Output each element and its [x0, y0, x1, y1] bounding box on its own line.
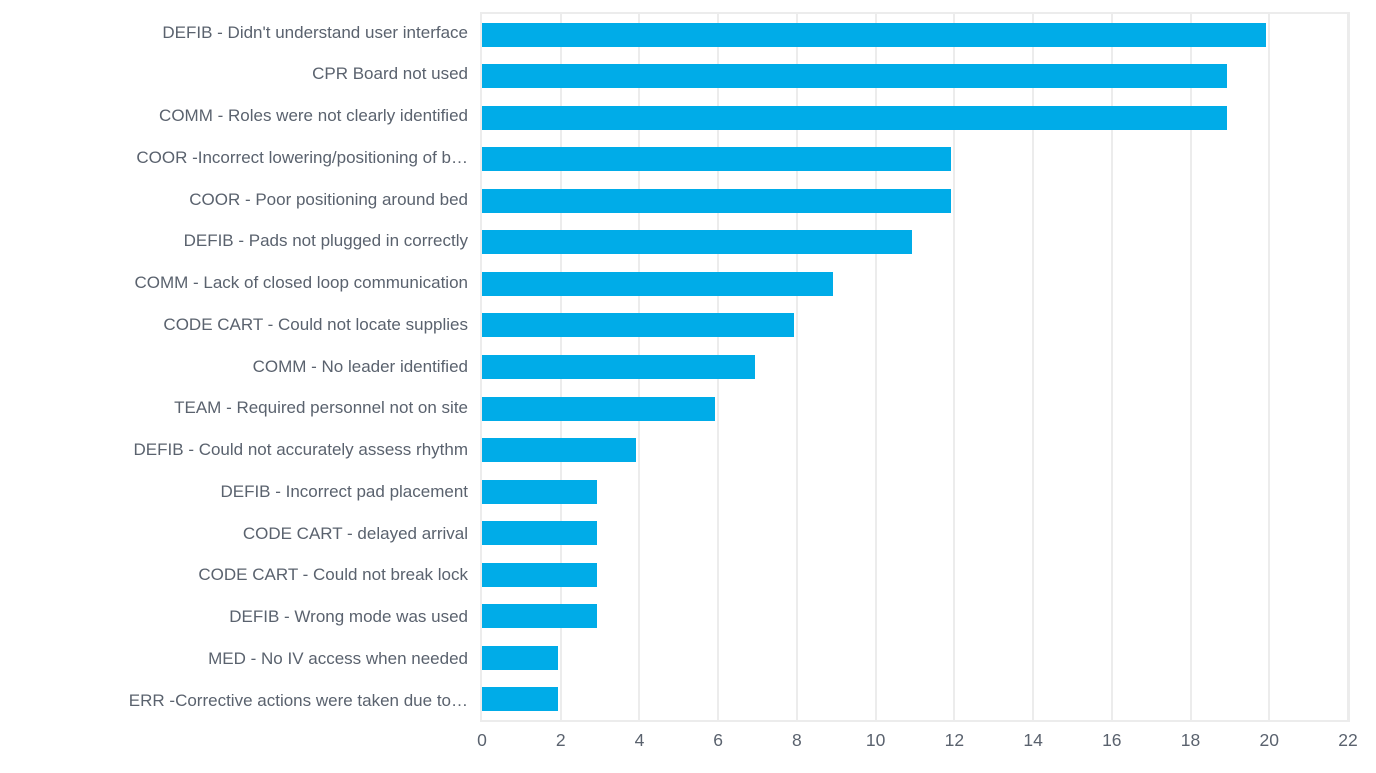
bar-row	[482, 595, 1348, 637]
bar[interactable]	[482, 230, 912, 255]
category-label: ERR -Corrective actions were taken due t…	[128, 691, 468, 710]
bar[interactable]	[482, 562, 598, 587]
bar[interactable]	[482, 313, 794, 338]
category-row: CODE CART - delayed arrival	[0, 513, 468, 555]
bar-row	[482, 97, 1348, 139]
bar[interactable]	[482, 105, 1227, 130]
category-label: MED - No IV access when needed	[208, 650, 468, 669]
gridline	[1110, 14, 1113, 720]
category-label: CODE CART - Could not break lock	[198, 566, 468, 585]
bar-row	[482, 637, 1348, 679]
category-label: CODE CART - delayed arrival	[242, 524, 468, 543]
x-tick-label: 16	[1102, 730, 1122, 750]
bar-row	[482, 305, 1348, 347]
bar[interactable]	[482, 438, 637, 463]
category-row: COMM - Lack of closed loop communication	[0, 263, 468, 305]
x-tick-label: 20	[1259, 730, 1279, 750]
gridline	[795, 14, 798, 720]
category-label: COOR -Incorrect lowering/positioning of …	[136, 148, 468, 167]
gridline	[1268, 14, 1271, 720]
bar-row	[482, 263, 1348, 305]
category-label: DEFIB - Pads not plugged in correctly	[183, 232, 468, 251]
x-tick-label: 14	[1023, 730, 1043, 750]
category-label: DEFIB - Could not accurately assess rhyt…	[133, 441, 468, 460]
category-row: DEFIB - Didn't understand user interface	[0, 12, 468, 54]
category-row: CODE CART - Could not break lock	[0, 555, 468, 597]
bar-row	[482, 388, 1348, 430]
bar[interactable]	[482, 479, 598, 504]
x-tick-label: 10	[865, 730, 886, 750]
category-row: COOR - Poor positioning around bed	[0, 179, 468, 221]
bar[interactable]	[482, 147, 952, 172]
bar-row	[482, 139, 1348, 181]
gridline	[874, 14, 877, 720]
category-row: CODE CART - Could not locate supplies	[0, 304, 468, 346]
x-tick-label: 8	[792, 730, 802, 750]
bar-row	[482, 222, 1348, 264]
category-row: MED - No IV access when needed	[0, 638, 468, 680]
plot-area	[480, 12, 1350, 722]
x-tick-label: 4	[634, 730, 645, 750]
x-tick-label: 6	[713, 730, 724, 750]
category-label: CPR Board not used	[312, 65, 468, 84]
bar[interactable]	[482, 22, 1267, 47]
gridline	[1189, 14, 1192, 720]
bar-row	[482, 14, 1348, 56]
bar[interactable]	[482, 64, 1227, 89]
category-label: COMM - Lack of closed loop communication	[134, 274, 468, 293]
x-tick-label: 12	[944, 730, 965, 750]
x-tick-label: 22	[1338, 730, 1358, 750]
bar[interactable]	[482, 604, 598, 629]
gridline	[1347, 14, 1349, 720]
category-row: DEFIB - Could not accurately assess rhyt…	[0, 430, 468, 472]
bar[interactable]	[482, 355, 755, 380]
x-tick-label: 2	[555, 730, 566, 750]
bar[interactable]	[482, 645, 558, 670]
bar[interactable]	[482, 271, 834, 296]
category-axis: DEFIB - Didn't understand user interface…	[0, 12, 468, 722]
bar[interactable]	[482, 188, 952, 213]
bar-row	[482, 679, 1348, 721]
category-row: TEAM - Required personnel not on site	[0, 388, 468, 430]
gridline	[953, 14, 956, 720]
gridline	[1032, 14, 1035, 720]
bar-row	[482, 512, 1348, 554]
bar-series	[482, 14, 1348, 720]
bar-row	[482, 56, 1348, 98]
bar-row	[482, 554, 1348, 596]
bar-row	[482, 429, 1348, 471]
bar-row	[482, 346, 1348, 388]
x-tick-label: 18	[1180, 730, 1201, 750]
bar-row	[482, 471, 1348, 513]
x-tick-label: 0	[477, 730, 487, 750]
bar[interactable]	[482, 687, 558, 712]
category-label: DEFIB - Incorrect pad placement	[220, 482, 468, 501]
category-row: COMM - Roles were not clearly identified	[0, 96, 468, 138]
category-label: COOR - Poor positioning around bed	[189, 190, 468, 209]
category-row: ERR -Corrective actions were taken due t…	[0, 680, 468, 722]
category-row: DEFIB - Wrong mode was used	[0, 597, 468, 639]
category-label: CODE CART - Could not locate supplies	[163, 315, 468, 334]
category-row: DEFIB - Pads not plugged in correctly	[0, 221, 468, 263]
category-label: COMM - Roles were not clearly identified	[159, 107, 468, 126]
category-label: DEFIB - Didn't understand user interface	[162, 23, 468, 42]
category-row: DEFIB - Incorrect pad placement	[0, 471, 468, 513]
category-label: TEAM - Required personnel not on site	[174, 399, 468, 418]
bar[interactable]	[482, 396, 716, 421]
category-row: COOR -Incorrect lowering/positioning of …	[0, 137, 468, 179]
category-row: CPR Board not used	[0, 54, 468, 96]
category-label: DEFIB - Wrong mode was used	[229, 608, 468, 627]
value-axis: 0 2 4 6 8 10 12 14 16 18 20 22	[477, 727, 1358, 753]
category-label: COMM - No leader identified	[252, 357, 468, 376]
bar[interactable]	[482, 521, 598, 546]
category-row: COMM - No leader identified	[0, 346, 468, 388]
bar-row	[482, 180, 1348, 222]
